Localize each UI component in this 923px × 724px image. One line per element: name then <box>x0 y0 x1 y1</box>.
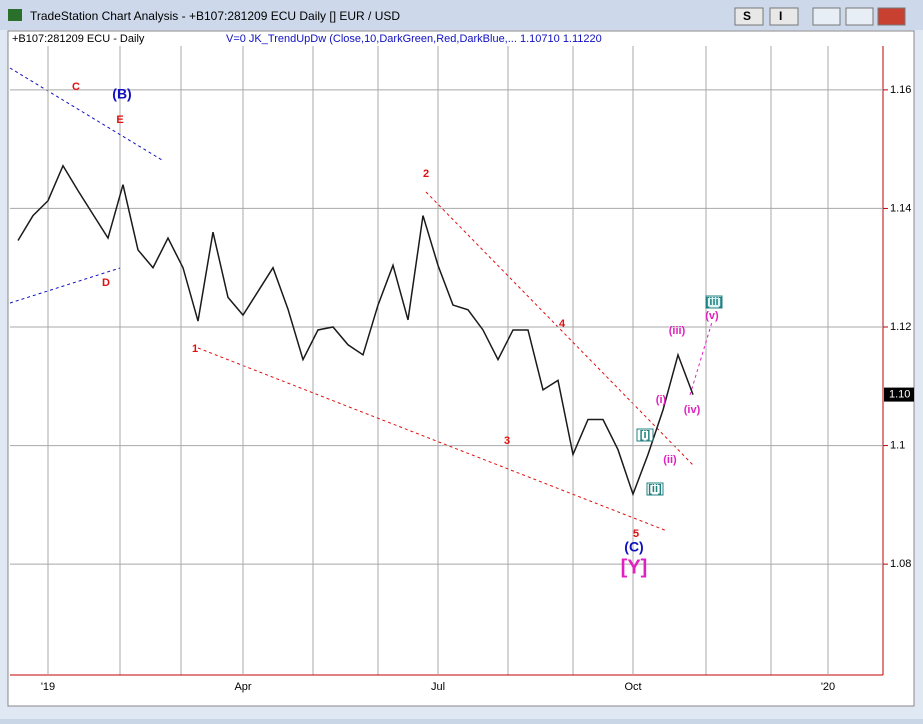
annotation-box <box>705 295 723 309</box>
wave-label: (v) <box>705 310 719 322</box>
annotation-box <box>636 428 654 442</box>
symbol-label: +B107:281209 ECU - Daily <box>12 33 145 45</box>
close-button[interactable] <box>877 7 906 26</box>
trend-line <box>9 267 121 304</box>
maximize-button[interactable] <box>845 7 874 26</box>
last-price-label: 1.10 <box>889 388 910 400</box>
y-tick-label: 1.14 <box>890 202 911 214</box>
wave-label: [Y] <box>621 556 648 578</box>
app-icon <box>8 9 22 21</box>
chart-area <box>7 30 915 707</box>
title-bar <box>0 0 923 30</box>
i-button-label: I <box>779 9 782 23</box>
minimize-button[interactable] <box>812 7 841 26</box>
last-price-box <box>884 387 914 402</box>
x-tick-label: '19 <box>41 681 55 693</box>
wave-label: 4 <box>559 318 566 330</box>
wave-label: [ii] <box>648 483 662 495</box>
wave-label: (iii) <box>669 325 686 337</box>
indicator-values: 1.10710 1.11220 <box>520 33 602 45</box>
x-tick-label: Apr <box>234 681 251 693</box>
wave-label: 1 <box>192 343 198 355</box>
wave-label: [iii] <box>706 296 723 308</box>
wave-label: C <box>72 81 80 93</box>
wave-label: 3 <box>504 435 510 447</box>
s-button[interactable] <box>734 7 764 26</box>
x-tick-label: Oct <box>624 681 641 693</box>
month-grid <box>119 46 772 675</box>
trend-line <box>425 191 694 466</box>
wave-label: 2 <box>423 168 429 180</box>
wave-label: E <box>116 114 123 126</box>
i-button[interactable] <box>769 7 799 26</box>
s-button-label: S <box>743 9 751 23</box>
wave-label: (C) <box>624 539 643 555</box>
trend-line <box>689 321 713 396</box>
wave-label: (B) <box>112 86 131 102</box>
wave-label: (iv) <box>684 404 701 416</box>
y-tick-label: 1.1 <box>890 439 905 451</box>
wave-label: D <box>102 277 110 289</box>
y-tick-label: 1.16 <box>890 84 911 96</box>
wave-label: 5 <box>633 528 639 540</box>
annotation-box <box>646 482 664 496</box>
trend-lines <box>9 67 713 532</box>
x-tick-label: Jul <box>431 681 445 693</box>
wave-label: (i) <box>656 394 667 406</box>
indicator-label: V=0 JK_TrendUpDw (Close,10,DarkGreen,Red… <box>226 33 517 45</box>
wave-label: [i] <box>640 429 651 441</box>
price-line <box>17 164 694 497</box>
wave-label: (ii) <box>663 454 677 466</box>
y-tick-label: 1.08 <box>890 558 911 570</box>
window-title: TradeStation Chart Analysis - +B107:2812… <box>30 9 400 23</box>
y-tick-label: 1.12 <box>890 321 911 333</box>
x-tick-label: '20 <box>821 681 835 693</box>
